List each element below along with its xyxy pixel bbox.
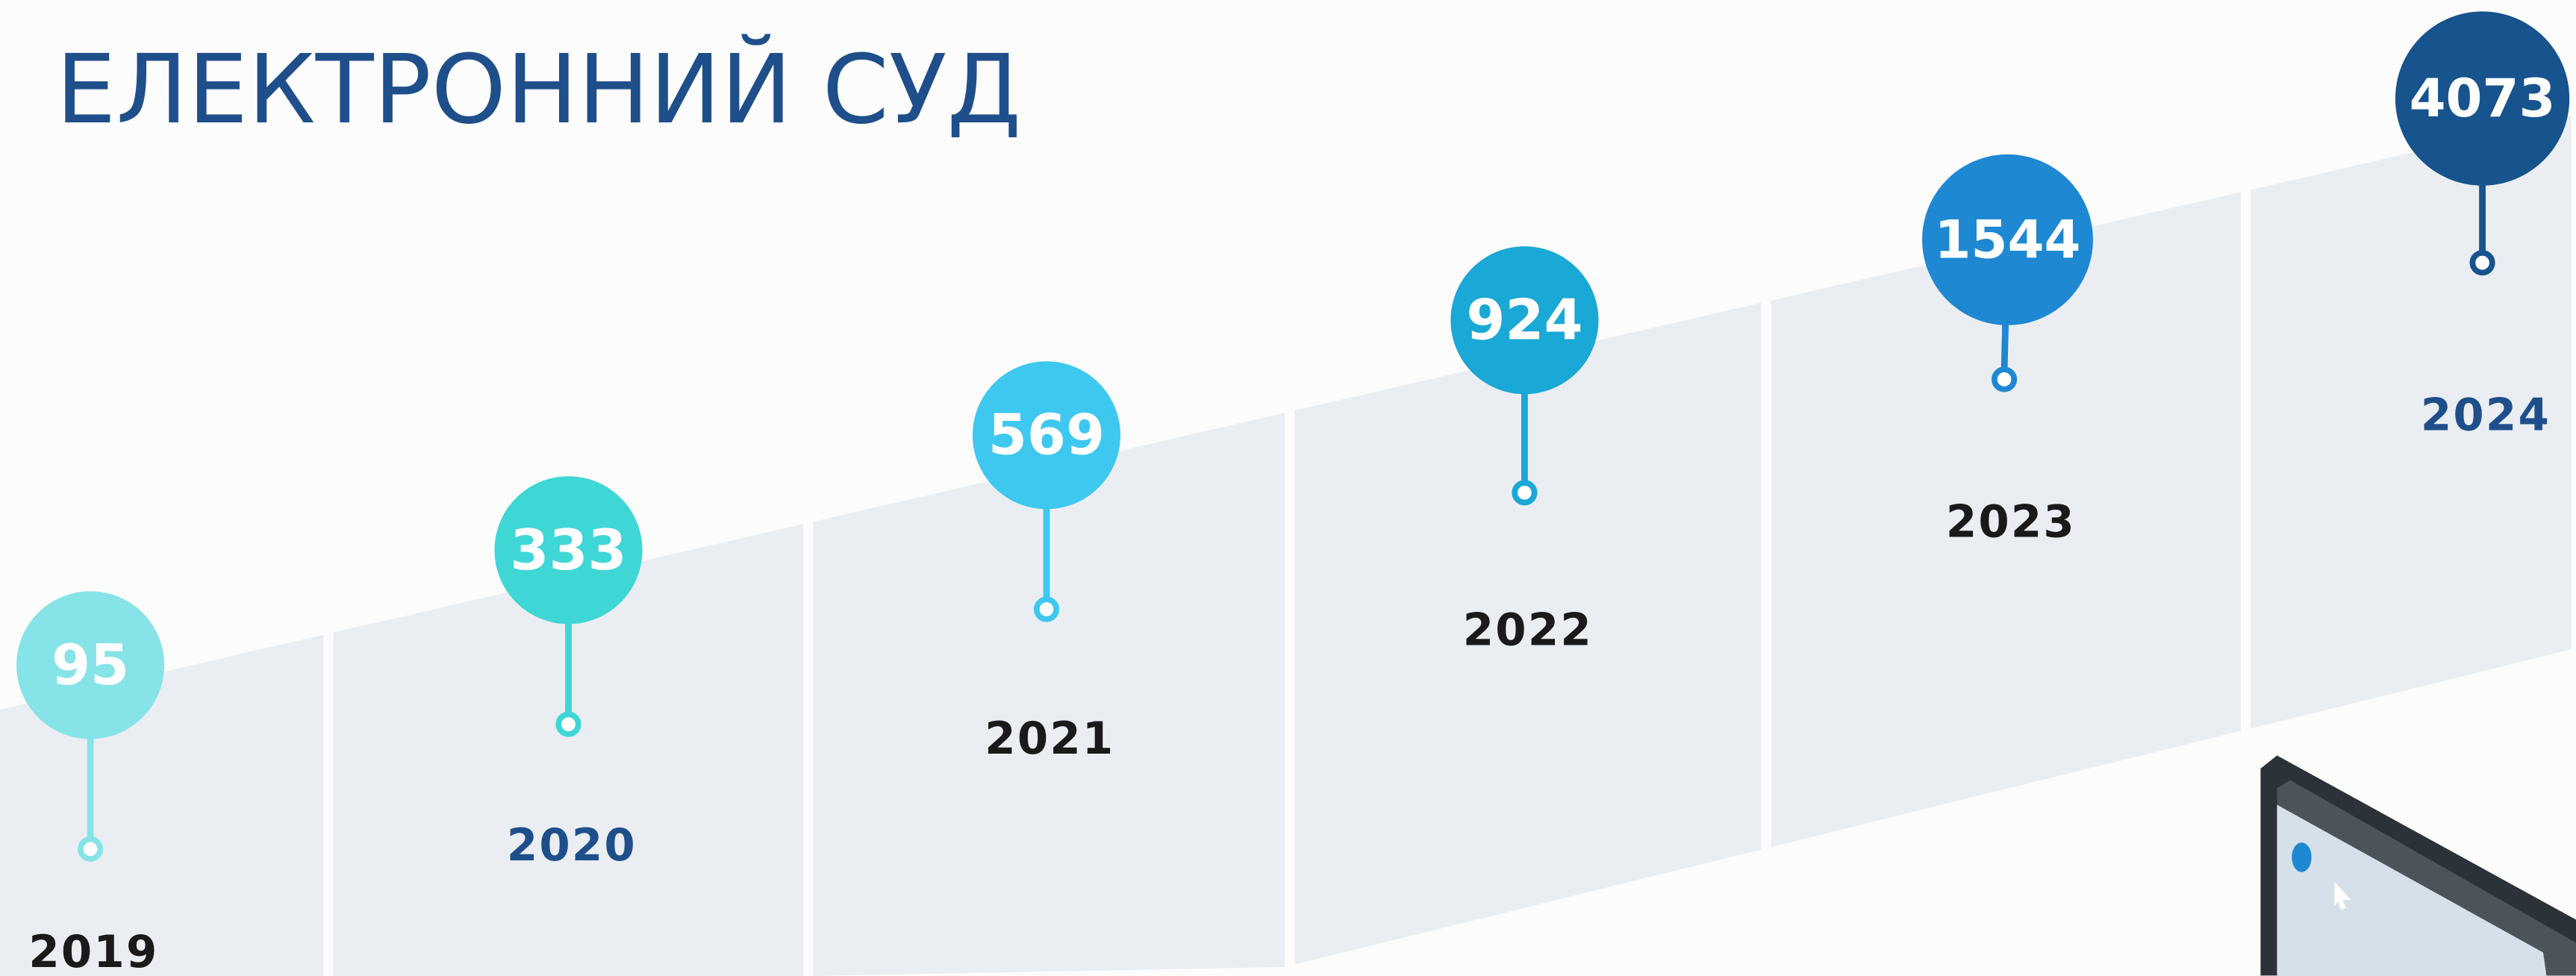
year-label: 2023	[1946, 496, 2076, 548]
year-label: 2024	[2421, 390, 2551, 441]
title: ЕЛЕКТРОННИЙ СУД	[56, 33, 1021, 146]
pin-end	[81, 839, 100, 859]
pin-end	[2472, 253, 2492, 272]
year-label: 2019	[28, 927, 158, 976]
pin-value: 924	[1466, 288, 1582, 353]
infographic: ЕЛЕКТРОННИЙ СУД 95 2019 333 2020 569 2021 924 2…	[0, 0, 2576, 976]
pin-end	[1995, 369, 2014, 389]
pin-value: 95	[52, 633, 129, 698]
pin-end	[558, 714, 578, 733]
screen-dot	[2292, 842, 2311, 872]
pin-value: 333	[510, 518, 626, 583]
year-label: 2022	[1463, 605, 1593, 657]
pin-value: 1544	[1935, 209, 2081, 270]
pin-end	[1515, 483, 1534, 502]
year-label: 2020	[507, 820, 637, 872]
year-label: 2021	[985, 713, 1114, 765]
pin-value: 569	[988, 403, 1105, 468]
pin-value: 4073	[2410, 68, 2556, 129]
pin-end	[1037, 599, 1056, 619]
